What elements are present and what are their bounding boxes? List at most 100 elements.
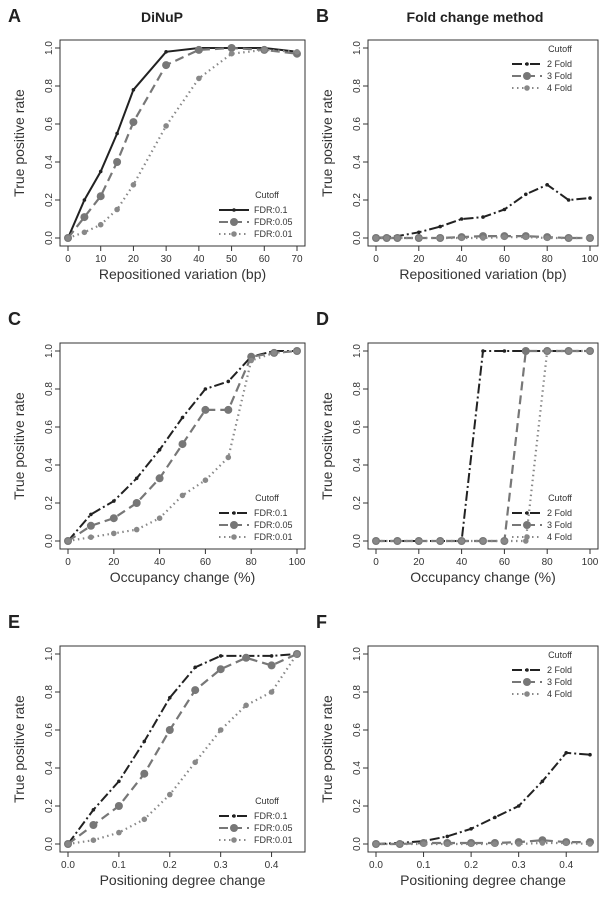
data-point bbox=[587, 841, 593, 847]
data-point bbox=[540, 779, 545, 784]
legend-label: FDR:0.1 bbox=[254, 508, 288, 518]
legend-label: FDR:0.01 bbox=[254, 835, 293, 845]
y-tick-label: 0.8 bbox=[44, 382, 55, 396]
data-point bbox=[192, 759, 198, 766]
x-tick-label: 20 bbox=[128, 254, 140, 265]
y-axis-label: True positive rate bbox=[319, 89, 335, 197]
data-point bbox=[162, 61, 171, 70]
legend: Cutoff 2 Fold 3 Fold 4 Fold bbox=[512, 493, 572, 542]
data-point bbox=[444, 841, 451, 847]
x-tick-label: 0.2 bbox=[163, 860, 177, 871]
panel-letter: D bbox=[316, 309, 329, 329]
data-point bbox=[178, 440, 187, 449]
series-line bbox=[67, 46, 298, 239]
legend-marker bbox=[231, 231, 237, 237]
plot-frame bbox=[367, 645, 599, 853]
x-axis-label: Positioning degree change bbox=[100, 872, 266, 888]
data-point bbox=[394, 538, 401, 544]
data-point bbox=[417, 230, 421, 235]
panel-e: E0.00.20.40.60.81.00.0 0.1 0.2 0.3 0.4Positi… bbox=[8, 612, 306, 888]
y-tick-label: 0.8 bbox=[352, 382, 363, 396]
y-tick-label: 0.4 bbox=[352, 458, 363, 472]
series-line bbox=[67, 349, 298, 542]
legend-label: 4 Fold bbox=[547, 689, 572, 699]
panel-letter: A bbox=[8, 6, 21, 26]
y-tick-label: 0.2 bbox=[44, 799, 55, 813]
data-point bbox=[114, 802, 123, 810]
legend-title: Cutoff bbox=[255, 796, 279, 806]
x-tick-label: 50 bbox=[226, 254, 238, 265]
data-point bbox=[114, 206, 120, 213]
data-point bbox=[523, 234, 529, 240]
legend-label: 4 Fold bbox=[547, 532, 572, 542]
x-tick-label: 30 bbox=[161, 254, 173, 265]
x-tick-label: 0.1 bbox=[112, 860, 126, 871]
data-point bbox=[566, 198, 571, 202]
y-tick-label: 0.4 bbox=[44, 761, 55, 775]
data-point bbox=[89, 821, 98, 829]
y-tick-label: 0.0 bbox=[44, 534, 55, 548]
series-line bbox=[67, 652, 298, 845]
data-point bbox=[242, 653, 251, 662]
data-point bbox=[164, 50, 168, 54]
y-tick-label: 1.0 bbox=[352, 41, 363, 55]
data-point bbox=[131, 88, 136, 92]
data-point bbox=[373, 235, 379, 241]
data-point bbox=[459, 217, 464, 221]
y-tick-label: 0.2 bbox=[44, 496, 55, 510]
x-tick-label: 10 bbox=[95, 254, 107, 265]
data-point bbox=[469, 827, 473, 831]
series-3 bbox=[65, 47, 300, 241]
data-point bbox=[587, 235, 593, 241]
data-point bbox=[545, 183, 549, 187]
data-point bbox=[458, 235, 465, 241]
data-point bbox=[112, 499, 116, 503]
data-point bbox=[111, 530, 117, 537]
legend-marker bbox=[230, 521, 238, 529]
series-1 bbox=[374, 751, 592, 846]
y-tick-label: 1.0 bbox=[352, 647, 363, 661]
series-2 bbox=[64, 347, 301, 545]
data-point bbox=[88, 534, 94, 540]
plot-frame bbox=[367, 39, 599, 247]
y-axis-label: True positive rate bbox=[11, 89, 27, 197]
data-point bbox=[564, 751, 568, 755]
data-point bbox=[89, 512, 93, 517]
data-point bbox=[269, 654, 274, 658]
data-point bbox=[228, 50, 235, 57]
y-tick-label: 0.0 bbox=[352, 231, 363, 245]
data-point bbox=[248, 357, 254, 364]
legend: Cutoff FDR:0.1 FDR:0.05 FDR:0.01 bbox=[219, 190, 293, 239]
legend-marker bbox=[524, 85, 530, 91]
x-tick-label: 40 bbox=[154, 557, 166, 568]
data-point bbox=[373, 538, 379, 544]
x-axis-label: Repositioned variation (bp) bbox=[399, 266, 566, 282]
data-point bbox=[416, 538, 422, 544]
legend-marker bbox=[231, 534, 237, 540]
legend: Cutoff 2 Fold 3 Fold 4 Fold bbox=[512, 44, 572, 93]
data-point bbox=[565, 235, 572, 241]
legend-label: FDR:0.01 bbox=[254, 532, 293, 542]
panel-c: C 0.0 0.2 0.4 0.6 0.8 1.0 0 20 40 60 80 100 Occupancy… bbox=[8, 309, 306, 585]
data-point bbox=[267, 661, 276, 670]
data-point bbox=[191, 686, 200, 695]
series-3 bbox=[373, 234, 593, 241]
series-line bbox=[67, 653, 298, 845]
col-title-fold-change: Fold change method bbox=[407, 9, 544, 25]
x-tick-label: 80 bbox=[246, 557, 258, 568]
data-point bbox=[226, 379, 231, 384]
data-point bbox=[493, 815, 497, 820]
x-tick-label: 0 bbox=[373, 254, 379, 265]
x-tick-label: 60 bbox=[499, 254, 511, 265]
y-tick-label: 0.2 bbox=[352, 496, 363, 510]
data-point bbox=[539, 840, 546, 846]
data-point bbox=[65, 538, 71, 544]
y-axis-label: True positive rate bbox=[319, 392, 335, 500]
data-point bbox=[515, 841, 522, 847]
legend-marker bbox=[524, 691, 530, 697]
data-point bbox=[373, 841, 379, 847]
data-point bbox=[168, 695, 172, 700]
y-tick-label: 0.0 bbox=[44, 837, 55, 851]
data-point bbox=[217, 727, 224, 733]
legend-label: FDR:0.01 bbox=[254, 229, 293, 239]
